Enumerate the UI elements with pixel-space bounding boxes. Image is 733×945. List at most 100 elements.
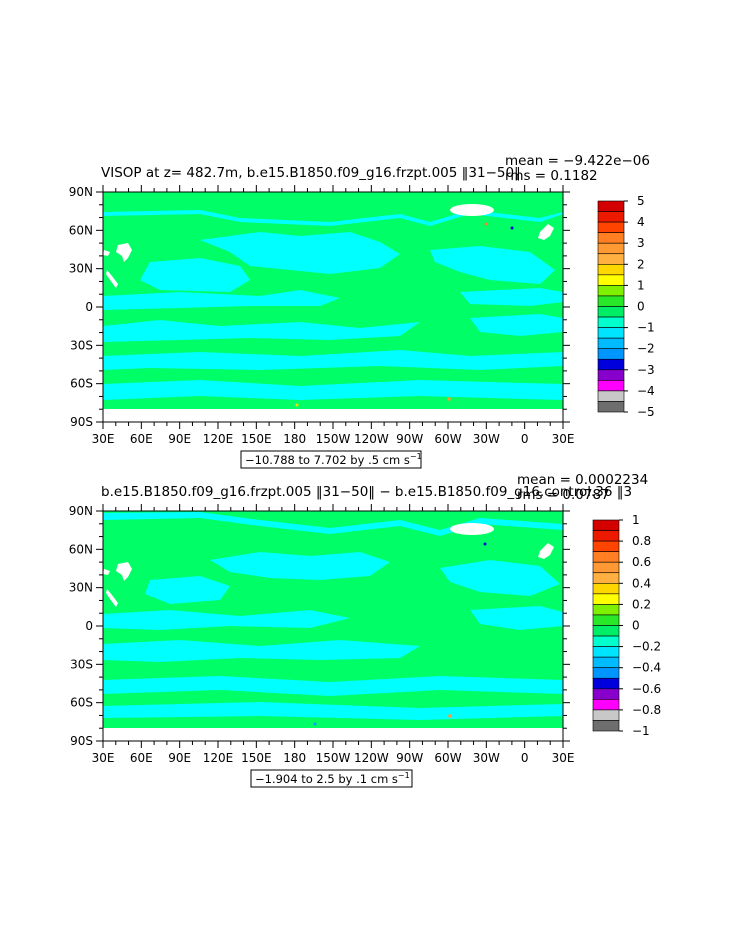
lat-tick-label: 0 [85,619,93,633]
panel-1-title: VISOP at z= 482.7m, b.e15.B1850.f09_g16.… [101,165,521,181]
negative-anomaly-band [460,288,563,306]
panel-2-colorbar: 1 0.8 0.6 0.4 0.2 0 −0.2 −0.4 −0.6 −0.8 −1 [592,513,661,738]
colorbar-swatch [592,656,620,669]
colorbar-swatch [597,221,625,233]
colorbar-label: 4 [637,215,645,229]
negative-anomaly-band [103,210,563,226]
negative-anomaly-band [103,640,420,662]
land-patch [106,270,118,288]
colorbar-swatch [597,401,625,413]
anomaly-speck [484,222,488,226]
lat-tick-label: 60S [70,696,93,710]
lat-tick-label: 30S [70,657,93,671]
colorbar-swatch [592,519,620,531]
lon-tick-label: 30W [473,432,500,446]
colorbar-label: −5 [637,405,655,419]
colorbar-label: −1 [632,724,650,738]
colorbar-swatch [597,306,625,318]
lat-tick-label: 30N [69,581,93,595]
colorbar-swatch [592,635,620,647]
anomaly-speck [510,226,514,230]
panel-1: VISOP at z= 482.7m, b.e15.B1850.f09_g16.… [69,153,655,469]
colorbar-swatch [597,358,625,371]
colorbar-label: −1 [637,321,655,335]
colorbar-label: 0.8 [632,534,651,548]
lon-tick-label: 120W [354,751,389,765]
colorbar-swatch [597,295,625,307]
colorbar-label: −0.6 [632,682,661,696]
lat-tick-label: 30S [70,338,93,352]
panel-1-colorbar: 5 4 3 2 1 0 −1 −2 −3 −4 −5 [597,194,655,419]
colorbar-swatch [597,211,625,223]
colorbar-swatch [597,242,625,255]
land-patch [538,224,554,240]
lon-tick-label: 30E [92,432,115,446]
colorbar-swatch [592,551,620,563]
colorbar-swatch [592,667,620,679]
negative-anomaly-band [103,610,350,630]
colorbar-swatch [597,337,625,349]
lon-tick-label: 180 [283,751,306,765]
lon-tick-label: 30E [552,432,575,446]
panel-1-range-note: −10.788 to 7.702 by .5 cm s−1 [240,450,422,469]
lat-tick-label: 60N [69,542,93,556]
colorbar-swatch [592,604,620,616]
panel-2-axes: 90N 60N 30N 0 30S 60S 90S 30E 60E 90E 120E 150E 180 1… [69,504,575,765]
negative-anomaly-band [145,576,230,604]
colorbar-swatch [597,263,625,276]
colorbar-label: 1 [632,513,640,527]
negative-anomaly-band [140,258,250,292]
negative-anomaly-band [103,350,563,370]
lat-tick-label: 90S [70,415,93,429]
lon-tick-label: 90W [396,432,423,446]
panel-2-mean: mean = 0.0002234 [517,472,648,488]
lon-tick-label: 120E [203,751,234,765]
anomaly-speck [483,542,487,546]
colorbar-label: −0.2 [632,640,661,654]
colorbar-label: 0.2 [632,597,651,611]
lat-tick-label: 30N [69,262,93,276]
colorbar-swatch [597,327,625,339]
negative-anomaly-band [103,702,563,720]
colorbar-swatch [592,677,620,690]
negative-anomaly-band [440,560,560,596]
panel-2: b.e15.B1850.f09_g16.frzpt.005 ‖31−50‖ − … [69,472,661,788]
anomaly-speck [313,722,317,726]
panel-1-map [102,191,564,423]
colorbar-swatch [597,232,625,244]
colorbar-swatch [592,625,620,637]
range-note-box [250,769,413,788]
negative-anomaly-band [103,380,563,400]
lat-tick-label: 60S [70,377,93,391]
lon-tick-label: 150W [316,751,351,765]
land-patch [103,569,110,575]
panel-2-range-note: −1.904 to 2.5 by .1 cm s−1 [250,769,413,788]
range-note-text: −1.904 to 2.5 by .1 cm s−1 [255,771,410,786]
panel-2-rms: rms = 0.0787 [517,487,610,503]
colorbar-swatch [592,688,620,700]
colorbar-label: −4 [637,384,655,398]
colorbar-swatch [592,709,620,721]
panel-2-map [102,510,564,742]
colorbar-swatch [592,593,620,605]
colorbar-swatch [592,572,620,584]
colorbar-swatch [592,646,620,658]
negative-anomaly-band [430,246,555,284]
colorbar-swatch [597,369,625,381]
colorbar-swatch [592,582,620,595]
lon-tick-label: 30E [552,751,575,765]
colorbar-label: −3 [637,363,655,377]
colorbar-swatch [597,348,625,360]
lon-tick-label: 150E [241,751,272,765]
panel-2-title: b.e15.B1850.f09_g16.frzpt.005 ‖31−50‖ − … [101,484,632,500]
negative-anomaly-band [210,552,390,580]
lon-tick-label: 90E [168,751,191,765]
lon-tick-label: 120W [354,432,389,446]
negative-anomaly-band [103,512,563,536]
anomaly-speck [448,714,452,718]
anomaly-speck [447,397,451,401]
lon-tick-label: 60W [434,432,461,446]
colorbar-label: 0 [632,619,640,633]
lat-tick-label: 60N [69,223,93,237]
land-patch [538,543,554,559]
